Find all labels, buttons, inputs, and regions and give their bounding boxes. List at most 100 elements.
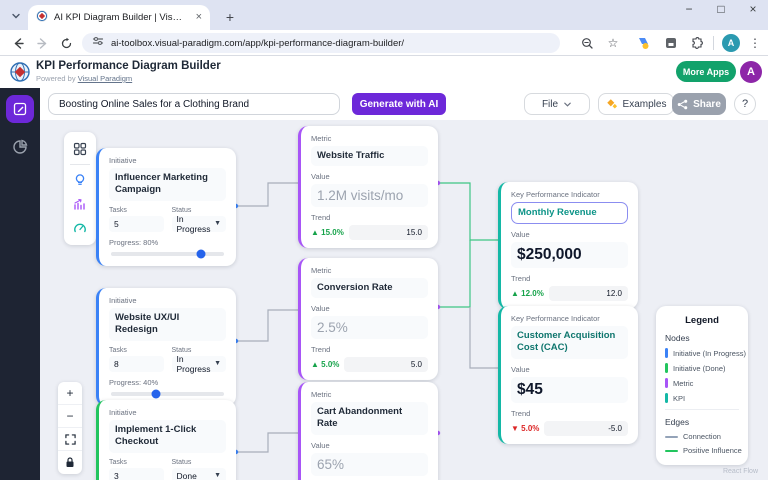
trend-value-input[interactable]: -5.0 <box>544 420 628 436</box>
help-button[interactable]: ? <box>734 93 756 115</box>
metric-value-input[interactable]: 2.5% <box>311 316 428 340</box>
window-minimize-button[interactable]: − <box>685 2 693 16</box>
edge-connection[interactable] <box>236 182 298 207</box>
file-menu-label: File <box>541 98 559 110</box>
visual-paradigm-link[interactable]: Visual Paradigm <box>77 74 133 83</box>
kpi-title-input[interactable]: Monthly Revenue <box>511 202 628 225</box>
diagram-canvas[interactable]: Initiative Influencer Marketing Campaign… <box>40 120 768 480</box>
zoom-page-icon[interactable] <box>578 34 596 52</box>
edge-connection[interactable] <box>236 309 298 342</box>
initiative-title-input[interactable]: Implement 1-Click Checkout <box>109 420 226 453</box>
metric-node-conversion-rate[interactable]: Metric Conversion Rate Value 2.5% Trend … <box>298 258 438 381</box>
edge-positive-influence[interactable] <box>438 240 471 308</box>
kpi-value-input[interactable]: $45 <box>511 376 628 403</box>
window-close-button[interactable]: × <box>749 2 757 16</box>
metric-node-cart-abandonment[interactable]: Metric Cart Abandonment Rate Value 65% T… <box>298 382 438 480</box>
file-menu-button[interactable]: File <box>524 93 590 115</box>
trend-percent: ▲ 15.0% <box>311 228 344 238</box>
tasks-input[interactable]: 5 <box>109 215 164 232</box>
browser-tab[interactable]: AI KPI Diagram Builder | Visual × <box>28 5 210 30</box>
divider <box>665 409 739 410</box>
window-controls: − □ × <box>680 2 762 16</box>
initiative-node-one-click-checkout[interactable]: Initiative Implement 1-Click Checkout Ta… <box>96 400 236 480</box>
status-select[interactable]: In Progress ▼ <box>171 214 226 234</box>
forward-icon[interactable] <box>34 35 50 51</box>
edit-mode-button[interactable] <box>6 95 34 123</box>
edge-connection[interactable] <box>236 432 298 453</box>
more-apps-button[interactable]: More Apps <box>676 61 736 82</box>
toolbar: Generate with AI File Examples Share ? <box>40 88 768 120</box>
kpi-node-cac[interactable]: Key Performance Indicator Customer Acqui… <box>498 306 638 444</box>
chart-pie-button[interactable] <box>11 138 29 156</box>
initiative-title-input[interactable]: Website UX/UI Redesign <box>109 308 226 341</box>
reload-icon[interactable] <box>58 35 74 51</box>
legend-title: Legend <box>685 315 719 326</box>
trend-value-input[interactable]: 5.0 <box>344 357 428 373</box>
metric-node-website-traffic[interactable]: Metric Website Traffic Value 1.2M visits… <box>298 126 438 249</box>
kpi-node-monthly-revenue[interactable]: Key Performance Indicator Monthly Revenu… <box>498 182 638 310</box>
legend-item: KPI <box>665 393 739 403</box>
browser-profile-avatar[interactable]: A <box>722 34 740 52</box>
tab-close-icon[interactable]: × <box>195 11 202 23</box>
trend-value-input[interactable]: 12.0 <box>548 286 628 302</box>
initiative-title-input[interactable]: Influencer Marketing Campaign <box>109 168 226 201</box>
palette-initiative-button[interactable] <box>68 168 92 192</box>
tasks-input[interactable]: 8 <box>109 355 164 372</box>
metric-title-input[interactable]: Cart Abandonment Rate <box>311 402 428 435</box>
address-bar[interactable]: ai-toolbox.visual-paradigm.com/app/kpi-p… <box>82 33 560 53</box>
palette-grid-button[interactable] <box>68 137 92 161</box>
value-label: Value <box>511 364 530 374</box>
chevron-down-icon: ▼ <box>214 360 221 368</box>
zoom-out-button[interactable]: − <box>58 405 82 428</box>
extensions-puzzle-icon[interactable] <box>688 34 706 52</box>
tasks-label: Tasks <box>109 458 127 466</box>
progress-slider[interactable] <box>111 389 224 399</box>
kpi-value-input[interactable]: $250,000 <box>511 242 628 269</box>
edge-positive-influence[interactable] <box>438 182 498 241</box>
trend-value-input[interactable]: 15.0 <box>348 225 428 241</box>
lock-button[interactable] <box>58 451 82 474</box>
fit-view-button[interactable] <box>58 428 82 451</box>
pie-chart-icon <box>13 139 28 154</box>
value-label: Value <box>511 230 530 240</box>
progress-slider[interactable] <box>111 249 224 259</box>
edge-connection[interactable] <box>469 307 498 369</box>
extension-drive-icon[interactable] <box>634 34 652 52</box>
bookmark-star-icon[interactable]: ☆ <box>607 36 619 50</box>
site-settings-icon[interactable] <box>92 34 104 52</box>
new-tab-button[interactable]: + <box>225 9 235 25</box>
metric-title-input[interactable]: Conversion Rate <box>311 278 428 299</box>
browser-menu-icon[interactable]: ⋮ <box>749 36 761 50</box>
legend-item-label: Initiative (Done) <box>673 363 726 373</box>
slider-thumb[interactable] <box>196 249 206 259</box>
metric-value-input[interactable]: 65% <box>311 452 428 476</box>
legend-item-label: Metric <box>673 378 694 388</box>
generate-with-ai-button[interactable]: Generate with AI <box>352 93 446 115</box>
status-select[interactable]: In Progress ▼ <box>171 354 226 374</box>
chevron-down-icon: ▼ <box>214 220 221 228</box>
extension-dark-icon[interactable] <box>662 34 680 52</box>
zoom-in-button[interactable]: + <box>58 382 82 405</box>
value-label: Value <box>311 440 330 450</box>
share-button[interactable]: Share <box>672 93 726 115</box>
legend-swatch <box>665 363 668 373</box>
lock-icon <box>66 457 74 467</box>
window-maximize-button[interactable]: □ <box>717 2 725 16</box>
tasks-input[interactable]: 3 <box>109 467 164 480</box>
palette-kpi-button[interactable] <box>68 216 92 240</box>
initiative-node-influencer-marketing[interactable]: Initiative Influencer Marketing Campaign… <box>96 148 236 266</box>
project-title-input[interactable] <box>48 93 340 115</box>
metric-value-input[interactable]: 1.2M visits/mo <box>311 184 428 208</box>
status-label: Status <box>171 206 192 214</box>
tab-search-chevron-icon[interactable] <box>8 8 24 24</box>
examples-button[interactable]: Examples <box>598 93 674 115</box>
status-select[interactable]: Done ▼ <box>171 467 226 480</box>
user-avatar[interactable]: A <box>740 61 762 83</box>
kpi-title-input[interactable]: Customer Acquisition Cost (CAC) <box>511 326 628 359</box>
metric-title-input[interactable]: Website Traffic <box>311 146 428 167</box>
palette-metric-button[interactable] <box>68 192 92 216</box>
grid-icon <box>73 142 87 156</box>
slider-thumb[interactable] <box>151 389 161 399</box>
back-icon[interactable] <box>10 35 26 51</box>
initiative-node-ux-redesign[interactable]: Initiative Website UX/UI Redesign Tasks … <box>96 288 236 406</box>
